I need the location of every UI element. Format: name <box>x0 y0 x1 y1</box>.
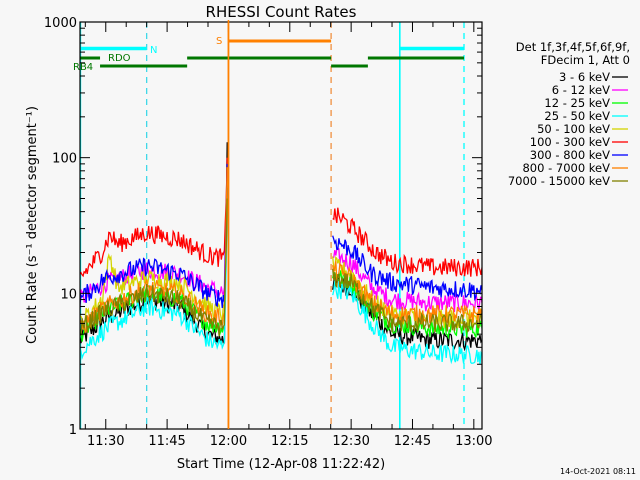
x-tick-label: 13:00 <box>455 434 492 449</box>
axes: 11:30 11:45 12:00 12:15 12:30 12:45 13:00 1 10 10… <box>44 16 493 449</box>
legend-entry-label: 25 - 50 keV <box>544 109 610 123</box>
legend-header-line-1: Det 1f,3f,4f,5f,6f,9f, <box>516 40 630 54</box>
legend-entry-label: 3 - 6 keV <box>559 70 610 84</box>
series-line-7000-15000-kev <box>332 268 482 333</box>
x-tick-label: 12:45 <box>394 434 431 449</box>
plot-frame <box>79 21 483 430</box>
state-bars: N S RDO RB4 <box>73 36 465 73</box>
x-tick-label: 12:00 <box>210 434 247 449</box>
footer-timestamp: 14-Oct-2021 08:11 <box>560 467 636 476</box>
chart-title: RHESSI Count Rates <box>206 3 357 21</box>
state-bar-label: RDO <box>108 53 131 64</box>
legend-entry-label: 12 - 25 keV <box>544 96 610 110</box>
state-bar-label: N <box>150 45 157 56</box>
series-line-100-300-kev <box>80 157 228 278</box>
x-tick-label: 11:45 <box>148 434 185 449</box>
y-tick-label: 10 <box>60 287 77 302</box>
legend-entry-label: 300 - 800 keV <box>530 148 610 162</box>
vertical-markers <box>79 22 465 429</box>
series-line-7000-15000-kev <box>80 198 228 337</box>
series-lines <box>80 142 482 365</box>
x-axis-label: Start Time (12-Apr-08 11:22:42) <box>177 457 385 472</box>
series-line-300-800-kev <box>80 163 228 308</box>
x-tick-label: 12:30 <box>332 434 369 449</box>
series-line-25-50-kev <box>332 280 482 365</box>
y-tick-label: 100 <box>52 152 77 167</box>
y-axis-label: Count Rate (s⁻¹ detector segment⁻¹) <box>25 106 40 344</box>
series-line-300-800-kev <box>332 235 482 302</box>
legend-entry-label: 6 - 12 keV <box>552 83 610 97</box>
y-tick-label: 1 <box>69 423 77 438</box>
legend-entry-label: 800 - 7000 keV <box>522 161 610 175</box>
legend-entry-label: 50 - 100 keV <box>537 122 610 136</box>
state-bar-label: S <box>216 36 222 47</box>
legend: Det 1f,3f,4f,5f,6f,9f, FDecim 1, Att 0 3… <box>508 40 630 188</box>
legend-entry-label: 7000 - 15000 keV <box>508 174 610 188</box>
x-tick-label: 11:30 <box>87 434 124 449</box>
legend-entry-label: 100 - 300 keV <box>530 135 610 149</box>
y-tick-label: 1000 <box>44 16 77 31</box>
series-line-100-300-kev <box>332 207 482 277</box>
state-bar-label: RB4 <box>73 62 93 73</box>
legend-header-line-2: FDecim 1, Att 0 <box>541 53 630 67</box>
series-line-25-50-kev <box>80 211 228 361</box>
x-tick-label: 12:15 <box>271 434 308 449</box>
